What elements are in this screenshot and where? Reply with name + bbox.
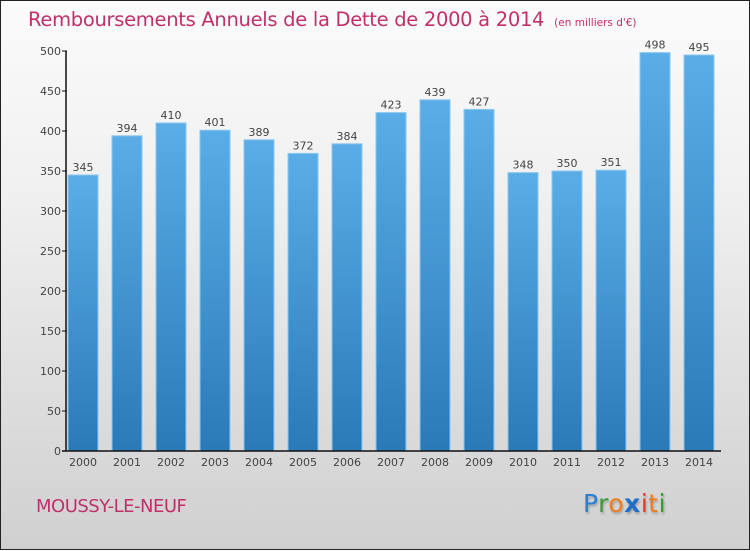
bar-2002 — [155, 122, 187, 452]
y-tick-label-400: 400 — [40, 125, 61, 138]
bar-2009 — [463, 108, 495, 452]
bar-2004 — [243, 139, 275, 452]
value-label-2011: 350 — [557, 157, 578, 170]
logo-letter: x — [624, 489, 641, 518]
logo-letter: o — [608, 489, 625, 518]
y-tick-label-250: 250 — [40, 245, 61, 258]
bar-2011 — [551, 170, 583, 452]
city-name: MOUSSY-LE-NEUF — [36, 496, 187, 517]
bar-2010 — [507, 172, 539, 452]
x-tick-label-2012: 2012 — [597, 456, 625, 469]
x-tick-label-2006: 2006 — [333, 456, 361, 469]
proxiti-logo[interactable]: Proxiti — [583, 489, 666, 518]
x-tick-label-2008: 2008 — [421, 456, 449, 469]
x-tick-label-2004: 2004 — [245, 456, 273, 469]
y-tick-label-100: 100 — [40, 365, 61, 378]
bars-group: 345 394 410 401 389 372 384 423 439 427 348 350 351 4… — [67, 39, 715, 452]
x-tick-label-2001: 2001 — [113, 456, 141, 469]
y-tick-label-200: 200 — [40, 285, 61, 298]
value-label-2004: 389 — [249, 126, 270, 139]
x-tick-label-2002: 2002 — [157, 456, 185, 469]
y-tick-label-500: 500 — [40, 45, 61, 58]
bar-2012 — [595, 169, 627, 452]
value-label-2007: 423 — [381, 99, 402, 112]
value-label-2008: 439 — [425, 86, 446, 99]
bar-2006 — [331, 143, 363, 452]
bar-2000 — [67, 174, 99, 452]
chart-title-text: Remboursements Annuels de la Dette de 20… — [28, 8, 545, 31]
logo-letter: i — [658, 489, 667, 518]
x-tick-label-2009: 2009 — [465, 456, 493, 469]
x-tick-label-2011: 2011 — [553, 456, 581, 469]
value-label-2002: 410 — [161, 109, 182, 122]
y-tick-label-300: 300 — [40, 205, 61, 218]
y-tick-label-0: 0 — [54, 445, 61, 458]
x-tick-label-2007: 2007 — [377, 456, 405, 469]
value-label-2003: 401 — [205, 116, 226, 129]
x-tick-label-2013: 2013 — [641, 456, 669, 469]
bar-2007 — [375, 112, 407, 452]
bar-2014 — [683, 54, 715, 452]
x-tick-label-2005: 2005 — [289, 456, 317, 469]
chart-title: Remboursements Annuels de la Dette de 20… — [28, 8, 637, 31]
bar-2003 — [199, 129, 231, 452]
value-label-2006: 384 — [337, 130, 358, 143]
logo-letter: i — [640, 489, 649, 518]
unit-label: (en milliers d'€) — [554, 17, 637, 29]
y-tick-label-450: 450 — [40, 85, 61, 98]
value-label-2012: 351 — [601, 156, 622, 169]
x-tick-label-2010: 2010 — [509, 456, 537, 469]
x-tick-label-2003: 2003 — [201, 456, 229, 469]
x-tick-label-2000: 2000 — [69, 456, 97, 469]
x-axis: 2000 2001 2002 2003 2004 2005 2006 2007 2008 2009… — [62, 450, 721, 469]
value-label-2010: 348 — [513, 159, 534, 172]
y-tick-label-150: 150 — [40, 325, 61, 338]
y-tick-label-50: 50 — [47, 405, 61, 418]
logo-letter: t — [648, 489, 659, 518]
value-label-2009: 427 — [469, 95, 490, 108]
y-axis: 0 50 100 150 200 250 300 350 400 450 500 — [40, 45, 67, 458]
bar-2008 — [419, 99, 451, 452]
bar-2001 — [111, 135, 143, 452]
bar-2005 — [287, 152, 319, 452]
value-label-2001: 394 — [117, 122, 138, 135]
value-label-2000: 345 — [73, 161, 94, 174]
value-label-2014: 495 — [689, 41, 710, 54]
logo-letter: P — [583, 489, 599, 518]
bar-2013 — [639, 52, 671, 452]
x-tick-label-2014: 2014 — [685, 456, 713, 469]
value-label-2005: 372 — [293, 139, 314, 152]
y-tick-label-350: 350 — [40, 165, 61, 178]
value-label-2013: 498 — [645, 39, 666, 52]
logo-letter: r — [598, 489, 609, 518]
